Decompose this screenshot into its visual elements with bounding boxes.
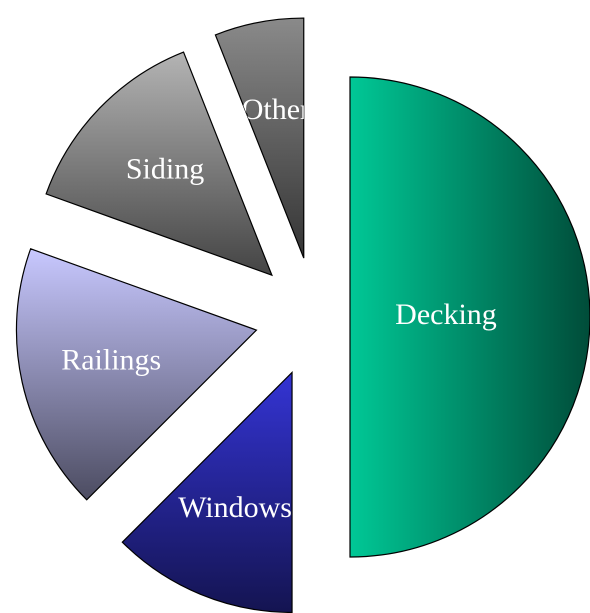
slice-label: Siding [126, 153, 204, 186]
pie-slice [45, 51, 273, 277]
slice-label: Decking [395, 298, 497, 331]
pie-slice [121, 370, 293, 613]
slice-label: Windows [178, 491, 292, 524]
slice-label: Railings [61, 343, 161, 376]
slice-label: Other [242, 93, 310, 126]
pie-slice [214, 17, 305, 259]
pie-slice [15, 248, 258, 501]
